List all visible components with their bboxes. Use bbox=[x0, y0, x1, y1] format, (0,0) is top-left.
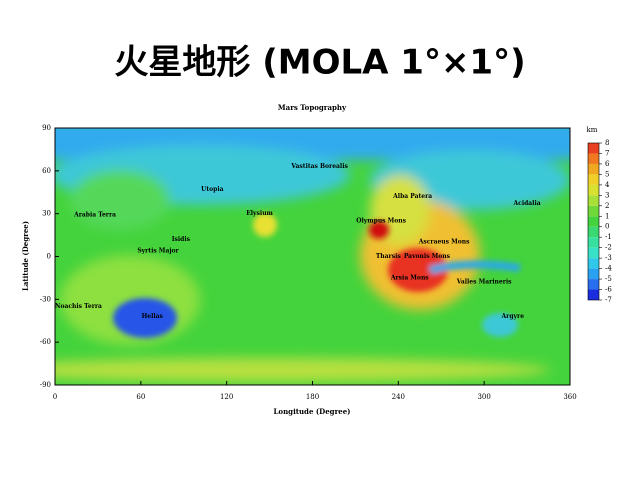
region-label: Elysium bbox=[246, 210, 273, 217]
x-tick-label: 180 bbox=[306, 393, 319, 401]
slide-title: 火星地形 (MOLA 1°×1°) bbox=[114, 43, 525, 83]
region-label: Argyre bbox=[501, 313, 525, 320]
colorbar-tick-label: 3 bbox=[605, 191, 609, 199]
colorbar-tick-label: 2 bbox=[605, 202, 609, 210]
region-label: Pavonis Mons bbox=[404, 253, 451, 260]
region-label: Utopia bbox=[201, 186, 223, 193]
colorbar-tick-label: -6 bbox=[605, 286, 612, 294]
region-label: Valles Marineris bbox=[456, 279, 512, 286]
region-label: Arabia Terra bbox=[73, 212, 116, 219]
colorbar-cell bbox=[588, 184, 599, 196]
region-label: Vastitas Borealis bbox=[290, 163, 348, 170]
colorbar-cell bbox=[588, 279, 599, 290]
region-label: Olympus Mons bbox=[356, 217, 406, 224]
x-tick-label: 120 bbox=[220, 393, 233, 401]
region-label: Acidalia bbox=[513, 200, 541, 207]
colorbar-tick-label: 1 bbox=[605, 212, 609, 220]
y-axis-label: Latitude (Degree) bbox=[21, 221, 30, 291]
x-tick-label: 240 bbox=[392, 393, 405, 401]
region-label: Ascraeus Mons bbox=[418, 239, 470, 246]
colorbar-unit: km bbox=[587, 126, 598, 134]
colorbar-frame bbox=[587, 142, 600, 301]
y-tick-label: 0 bbox=[47, 253, 51, 261]
region-label: Tharsis bbox=[376, 253, 402, 260]
colorbar-tick-label: 6 bbox=[605, 160, 610, 168]
colorbar-cell bbox=[588, 237, 599, 248]
colorbar-tick-label: 5 bbox=[605, 170, 609, 178]
map-title: Mars Topography bbox=[278, 103, 347, 112]
x-tick-label: 0 bbox=[53, 393, 57, 401]
colorbar-cell bbox=[588, 226, 599, 238]
y-tick-label: -90 bbox=[40, 381, 51, 389]
region-label: Arsia Mons bbox=[390, 274, 429, 281]
colorbar-tick-label: -3 bbox=[605, 254, 612, 262]
x-tick-label: 360 bbox=[563, 393, 576, 401]
colorbar-tick-label: 0 bbox=[605, 223, 609, 231]
map-image bbox=[55, 128, 570, 385]
region-label: Alba Patera bbox=[392, 193, 432, 200]
region-label: Hellas bbox=[142, 313, 164, 320]
colorbar-tick-label: -5 bbox=[605, 275, 612, 283]
x-axis-label: Longitude (Degree) bbox=[274, 407, 351, 416]
colorbar-cell bbox=[588, 258, 599, 269]
y-tick-label: -60 bbox=[40, 338, 51, 346]
colorbar-cell bbox=[588, 289, 599, 300]
colorbar-cell bbox=[588, 268, 599, 280]
colorbar-cell bbox=[588, 247, 599, 259]
colorbar-cell bbox=[588, 174, 599, 185]
colorbar-tick-label: 8 bbox=[605, 139, 609, 147]
colorbar-cell bbox=[588, 216, 599, 227]
y-tick-label: 30 bbox=[42, 210, 51, 218]
x-tick-label: 300 bbox=[477, 393, 490, 401]
region-label: Isidis bbox=[172, 236, 191, 243]
colorbar-tick-label: -7 bbox=[605, 296, 612, 304]
colorbar-cell bbox=[588, 205, 599, 217]
colorbar-tick-label: -1 bbox=[605, 233, 612, 241]
colorbar-tick-label: 7 bbox=[605, 149, 609, 157]
y-tick-label: 90 bbox=[42, 124, 51, 132]
colorbar-tick-label: -4 bbox=[605, 265, 612, 273]
region-label: Noachis Terra bbox=[55, 303, 102, 310]
region-label: Syrtis Major bbox=[137, 247, 179, 254]
colorbar-cell bbox=[588, 143, 599, 154]
x-tick-label: 60 bbox=[136, 393, 145, 401]
colorbar-tick-label: 4 bbox=[605, 181, 610, 189]
colorbar-cell bbox=[588, 195, 599, 206]
y-tick-label: 60 bbox=[42, 167, 51, 175]
colorbar-cell bbox=[588, 163, 599, 175]
colorbar-cell bbox=[588, 153, 599, 164]
colorbar-tick-label: -2 bbox=[605, 244, 612, 252]
y-tick-label: -30 bbox=[40, 295, 51, 303]
